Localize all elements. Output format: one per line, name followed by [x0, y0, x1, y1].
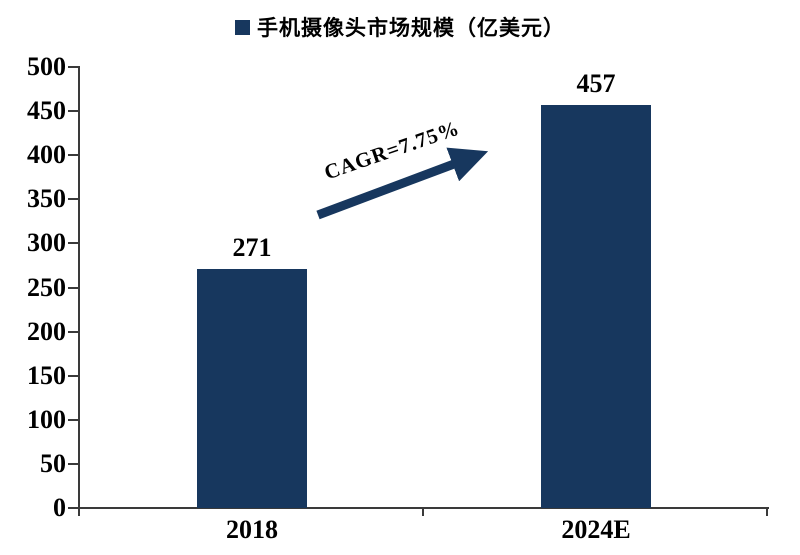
y-tick-mark: [68, 462, 79, 465]
y-tick-mark: [68, 242, 79, 245]
legend-label: 手机摄像头市场规模（亿美元）: [257, 16, 565, 40]
y-tick-mark: [68, 507, 79, 509]
y-tick-label: 100: [27, 404, 66, 434]
y-tick-label: 150: [27, 360, 66, 390]
x-tick-mark: [422, 508, 424, 516]
legend-swatch-icon: [235, 19, 250, 35]
y-tick-label: 0: [53, 493, 66, 522]
legend: 手机摄像头市场规模（亿美元）: [0, 12, 800, 42]
x-tick-mark: [766, 508, 768, 516]
y-tick-label: 200: [27, 316, 66, 346]
y-tick-label: 50: [40, 448, 66, 478]
y-tick-mark: [68, 418, 79, 421]
y-tick-label: 400: [27, 140, 66, 170]
y-tick-label: 500: [27, 52, 66, 81]
bar-value-label: 457: [576, 69, 616, 98]
y-tick-label: 450: [27, 96, 66, 126]
y-tick-label: 300: [27, 228, 66, 258]
bar-value-label: 271: [232, 233, 272, 262]
y-tick-label: 350: [27, 184, 66, 214]
y-tick-label: 250: [27, 272, 66, 302]
x-category-label: 2018: [226, 515, 278, 544]
cagr-arrow: [316, 147, 489, 220]
x-category-label: 2024E: [561, 515, 631, 544]
y-tick-mark: [68, 374, 79, 377]
y-tick-mark: [68, 286, 79, 289]
bar-2018: [197, 269, 307, 508]
y-tick-mark: [68, 198, 79, 201]
y-tick-mark: [68, 154, 79, 157]
y-tick-mark: [68, 110, 79, 113]
y-axis-line: [78, 66, 80, 516]
bar-2024E: [541, 105, 651, 508]
y-tick-mark: [68, 66, 79, 68]
y-tick-mark: [68, 330, 79, 333]
